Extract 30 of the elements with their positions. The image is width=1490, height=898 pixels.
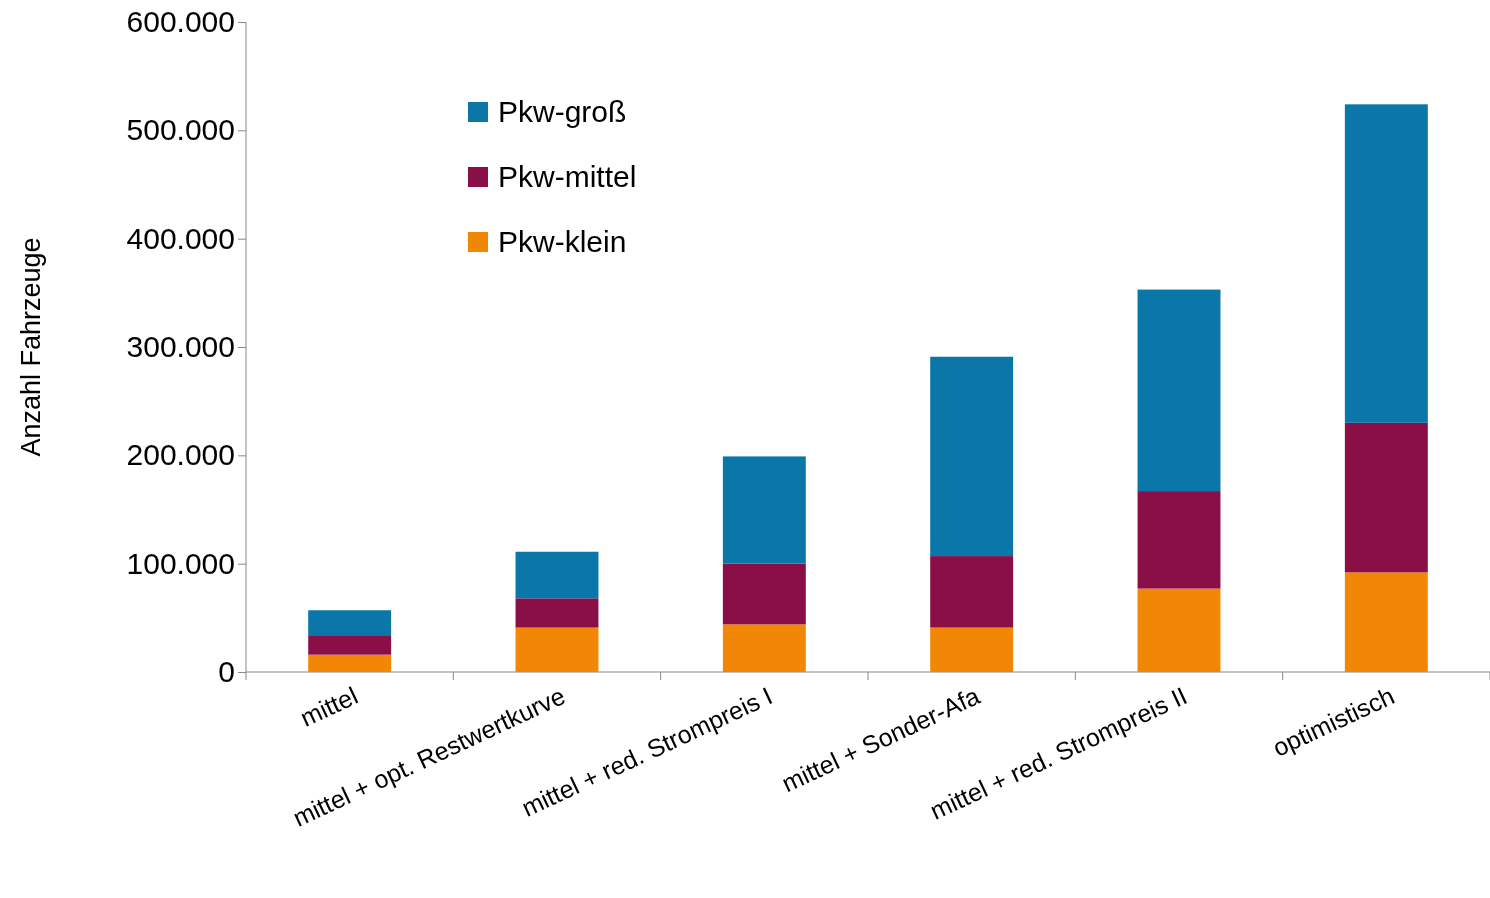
bar	[1344, 104, 1428, 423]
y-tick-label: 0	[218, 655, 235, 689]
bar	[722, 563, 806, 625]
bar	[930, 556, 1014, 628]
bar	[515, 598, 599, 628]
bar	[722, 456, 806, 564]
y-tick-label: 200.000	[126, 438, 235, 472]
bar	[722, 624, 806, 672]
y-tick-label: 600.000	[126, 5, 235, 39]
x-tick-label: mittel	[295, 681, 362, 732]
bar	[1344, 422, 1428, 573]
legend-label: Pkw-klein	[498, 225, 627, 258]
bar	[1137, 491, 1221, 589]
bar	[308, 635, 392, 655]
bar	[1344, 572, 1428, 672]
bar	[1137, 588, 1221, 672]
bar	[308, 610, 392, 636]
bar	[515, 627, 599, 672]
legend-label: Pkw-mittel	[498, 160, 637, 193]
y-tick-label: 100.000	[126, 546, 235, 580]
bar	[930, 356, 1014, 557]
legend-label: Pkw-groß	[498, 95, 627, 128]
bar	[1137, 289, 1221, 492]
bar	[930, 627, 1014, 672]
y-tick-label: 500.000	[126, 113, 235, 147]
y-tick-label: 300.000	[126, 330, 235, 364]
bar	[308, 654, 392, 672]
y-axis-title: Anzahl Fahrzeuge	[16, 237, 46, 457]
y-tick-label: 400.000	[126, 221, 235, 255]
bar	[515, 551, 599, 599]
